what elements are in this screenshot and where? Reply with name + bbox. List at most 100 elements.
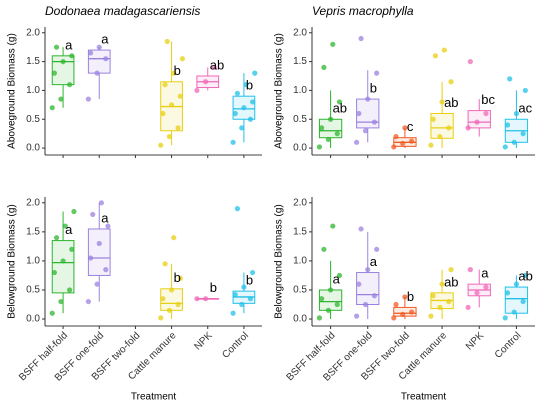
point [321, 64, 327, 70]
group-letter: c [407, 119, 414, 134]
group-letter: a [101, 210, 109, 225]
group-letter: a [481, 266, 489, 281]
point [252, 70, 258, 76]
group-letter: b [174, 270, 181, 285]
point [232, 110, 238, 117]
point [160, 296, 166, 302]
point [441, 47, 447, 53]
point [62, 223, 68, 229]
point [103, 56, 109, 62]
point [409, 309, 415, 315]
point [507, 76, 513, 82]
y-tick-label: 1.0 [26, 256, 40, 267]
point [179, 56, 186, 62]
point [430, 116, 436, 122]
x-tick-label: Control [493, 330, 524, 361]
point [513, 281, 520, 287]
point [53, 235, 60, 241]
point [166, 133, 173, 140]
box [393, 306, 417, 317]
point [402, 125, 408, 131]
point [437, 304, 443, 311]
point [428, 142, 434, 148]
point [520, 131, 526, 137]
point [171, 70, 177, 76]
point [87, 50, 94, 56]
point [60, 258, 66, 264]
group-letter: b [407, 289, 414, 304]
group-letter: ab [333, 101, 347, 116]
box [51, 240, 75, 294]
point [400, 311, 406, 317]
point [319, 296, 325, 302]
point [49, 310, 55, 316]
point [51, 269, 58, 276]
y-axis-label: Aboveground Biomass (g) [274, 33, 285, 149]
group-letter: bc [481, 92, 495, 107]
group-letter: ab [518, 269, 532, 284]
point [175, 125, 181, 131]
point [325, 307, 331, 313]
y-tick-label: 0.0 [293, 314, 307, 325]
point [439, 99, 445, 105]
point [520, 298, 526, 305]
point [336, 272, 343, 279]
point [504, 122, 511, 128]
point [522, 272, 528, 279]
point [354, 139, 360, 145]
point [241, 284, 247, 290]
point [94, 281, 100, 287]
point [175, 301, 181, 308]
group-letter: ab [444, 274, 458, 289]
point [234, 206, 241, 212]
point [164, 38, 170, 45]
point [202, 79, 209, 85]
point [511, 139, 517, 145]
point [400, 140, 406, 147]
point [103, 267, 109, 273]
point [162, 82, 168, 88]
y-axis-label: Belowground Biomass (g) [7, 204, 18, 319]
point [58, 298, 64, 305]
point [391, 144, 397, 150]
box [51, 55, 75, 86]
group-letter: ab [210, 57, 224, 72]
point [327, 287, 334, 293]
point [316, 144, 323, 150]
point [239, 125, 245, 131]
y-tick-label: 1.5 [26, 227, 40, 238]
point [334, 131, 340, 137]
point [432, 53, 438, 59]
point [330, 223, 336, 229]
group-letter: b [246, 78, 253, 93]
y-tick-label: 1.5 [26, 56, 40, 67]
point [513, 110, 520, 117]
point [243, 82, 249, 88]
point [105, 223, 111, 229]
point [391, 315, 397, 321]
group-letter: b [210, 280, 217, 295]
y-tick-label: 1.0 [293, 85, 307, 96]
point [94, 70, 100, 76]
y-tick-label: 2.0 [293, 27, 307, 38]
point [168, 287, 175, 293]
y-tick-label: 0.0 [293, 143, 307, 154]
point [66, 82, 73, 88]
y-tick-label: 1.0 [293, 256, 307, 267]
point [428, 313, 434, 319]
point [430, 293, 436, 299]
y-tick-label: 1.5 [293, 56, 307, 67]
point [448, 79, 454, 85]
point [393, 301, 399, 308]
point [51, 70, 58, 76]
y-tick-label: 2.0 [293, 197, 307, 208]
point [249, 99, 256, 105]
point [522, 87, 528, 94]
point [249, 269, 256, 276]
point [316, 315, 323, 321]
y-tick-label: 0.0 [26, 314, 40, 325]
point [53, 44, 60, 50]
y-tick-label: 0.0 [26, 143, 40, 154]
x-tick-label: NPK [192, 330, 215, 353]
point [356, 281, 362, 287]
